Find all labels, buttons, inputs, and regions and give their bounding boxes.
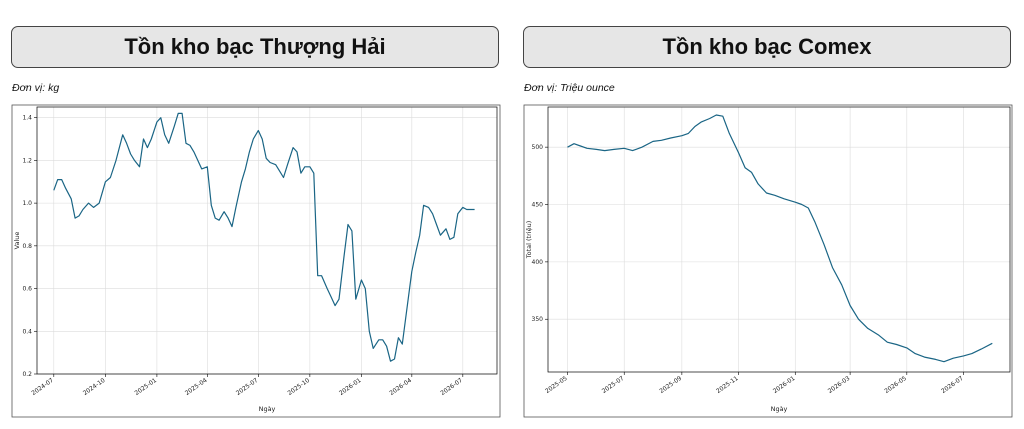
x-tick-label: 2026-01: [338, 377, 363, 397]
series-line: [567, 114, 993, 363]
unit-note: Đơn vị: Triệu ounce: [524, 82, 615, 94]
y-tick-label: 0.8: [22, 243, 32, 250]
x-tick-label: 2024-10: [82, 377, 107, 397]
x-tick-label: 2026-05: [883, 375, 908, 395]
y-tick-label: 450: [532, 202, 544, 209]
plot-area: [36, 106, 498, 375]
x-tick-label: 2025-07: [235, 377, 260, 397]
grid: [548, 107, 1010, 372]
x-tick-label: 2025-05: [544, 375, 569, 395]
chart-title-box: Tồn kho bạc Comex: [523, 26, 1011, 68]
series-line: [53, 112, 475, 362]
grid: [37, 107, 497, 375]
y-tick-label: 1.4: [22, 115, 32, 122]
y-tick-label: 0.2: [22, 371, 32, 378]
y-tick-label: 350: [532, 316, 544, 323]
y-tick-label: 0.6: [22, 286, 32, 293]
y-tick-label: 1.2: [22, 157, 32, 164]
comex-silver-chart: 350 400 450 500 2025-05 2025-07 2025-09 2025-11…: [523, 104, 1013, 418]
comex-panel: Tồn kho bạc Comex Đơn vị: Triệu ounce 35…: [523, 0, 1023, 429]
x-tick-label: 2025-11: [715, 375, 740, 395]
y-axis-label: Value: [13, 232, 21, 250]
y-axis-label: Total (triệu): [525, 221, 533, 259]
x-tick-label: 2025-09: [658, 375, 683, 395]
shanghai-silver-chart: 0.2 0.4 0.6 0.8 1.0 1.2 1.4 2024-07 2024-10 2025-…: [11, 104, 501, 418]
x-tick-label: 2026-07: [940, 375, 965, 395]
y-tick-label: 0.4: [22, 328, 32, 335]
figure-frame: [11, 104, 501, 418]
x-tick-label: 2025-10: [286, 377, 311, 397]
figure-frame: [523, 104, 1013, 418]
chart-title-box: Tồn kho bạc Thượng Hải: [11, 26, 499, 68]
shanghai-panel: Tồn kho bạc Thượng Hải Đơn vị: kg 0.2 0.4…: [11, 0, 511, 429]
chart-title: Tồn kho bạc Comex: [662, 34, 872, 59]
y-tick-label: 400: [532, 259, 544, 266]
y-tick-label: 500: [532, 144, 544, 151]
x-tick-label: 2026-04: [388, 377, 413, 397]
x-tick-label: 2026-01: [772, 375, 797, 395]
x-axis-label: Ngày: [259, 405, 276, 413]
x-tick-label: 2025-04: [184, 377, 209, 397]
unit-note: Đơn vị: kg: [12, 82, 60, 94]
x-tick-label: 2026-03: [827, 375, 852, 395]
chart-title: Tồn kho bạc Thượng Hải: [124, 34, 386, 59]
plot-area: [547, 106, 1011, 373]
x-axis-label: Ngày: [771, 405, 788, 413]
x-tick-label: 2025-07: [601, 375, 626, 395]
x-tick-label: 2024-07: [30, 377, 55, 397]
x-tick-label: 2026-07: [439, 377, 464, 397]
x-tick-label: 2025-01: [133, 377, 158, 397]
y-tick-label: 1.0: [22, 200, 32, 207]
